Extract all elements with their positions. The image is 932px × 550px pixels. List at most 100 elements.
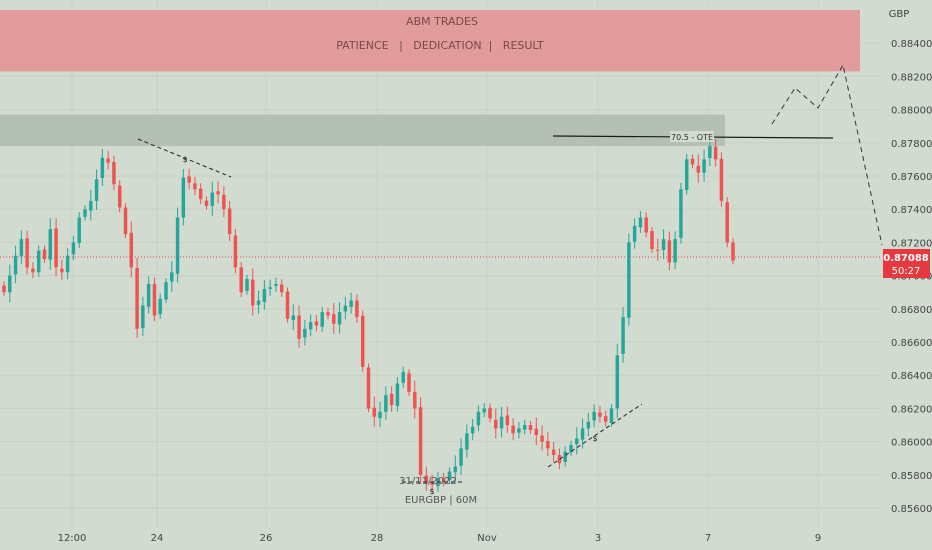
candle-body [337, 312, 342, 325]
candle-body [204, 200, 209, 206]
candle-body [499, 416, 504, 429]
candle-body [158, 298, 162, 315]
candle-body [395, 383, 400, 406]
candle-body [453, 466, 458, 473]
candle-body [83, 209, 87, 217]
candle-body [592, 411, 596, 421]
x-tick-label: 7 [705, 533, 711, 544]
candle-body [216, 191, 220, 195]
candle-body [187, 176, 191, 183]
candle-body [77, 217, 81, 244]
candle-body [517, 428, 521, 433]
candle-body [360, 315, 365, 367]
candle-body [326, 312, 330, 316]
candle-body [8, 275, 12, 293]
symbol-label: EURGBP | 60M [405, 495, 477, 506]
candle-body [175, 217, 180, 274]
candle-body [430, 482, 434, 485]
candle-body [320, 312, 324, 327]
candle-body [233, 235, 238, 268]
candle-body [719, 158, 724, 201]
candle-body [106, 158, 110, 163]
candle-body [13, 255, 18, 275]
candle-body [245, 278, 249, 291]
candle-body [418, 407, 423, 475]
candle-body [297, 315, 301, 339]
candle-body [384, 395, 388, 412]
y-tick-label: 0.88400 [891, 39, 932, 50]
candle-body [227, 208, 232, 235]
candle-body [42, 249, 47, 260]
candle-body [314, 321, 319, 326]
y-tick-label: 0.86600 [891, 338, 932, 349]
candle-body [679, 189, 683, 238]
ote-label-bg [670, 131, 714, 142]
candle-body [609, 408, 614, 424]
candle-body [164, 282, 168, 300]
banner-subtitle: PATIENCE | DEDICATION | RESULT [336, 39, 544, 52]
candle-body [291, 315, 296, 321]
y-tick-label: 0.87800 [891, 139, 932, 150]
candle-body [546, 440, 550, 449]
candle-body [627, 242, 631, 318]
candle-body [285, 291, 290, 319]
current-price-badge [883, 249, 930, 278]
y-tick-label: 0.88200 [891, 72, 932, 83]
candle-body [210, 192, 215, 206]
candles [2, 137, 735, 492]
x-tick-label: 24 [151, 533, 164, 544]
candle-body [540, 435, 544, 442]
candle-body [459, 448, 463, 466]
candle-body [332, 314, 336, 324]
y-tick-label: 0.88000 [891, 106, 932, 117]
ote-label: 70.5 - OTE [671, 133, 713, 142]
candle-body [638, 217, 643, 228]
x-tick-label: 9 [815, 533, 821, 544]
candle-body [575, 438, 579, 445]
candle-body [372, 407, 377, 417]
candle-body [696, 165, 701, 173]
candle-body [256, 300, 261, 305]
candle-body [170, 272, 174, 282]
candle-body [690, 158, 695, 165]
candle-body [407, 373, 411, 392]
banner-title: ABM TRADES [406, 15, 478, 28]
candle-body [667, 240, 672, 263]
candle-body [644, 217, 648, 233]
candle-body [656, 249, 660, 251]
candle-body [505, 415, 510, 426]
candle-body [476, 411, 481, 426]
y-tick-label: 0.87200 [891, 238, 932, 249]
projected-path [771, 63, 883, 246]
candle-body [303, 328, 307, 338]
candle-body [222, 194, 226, 210]
candle-body [65, 255, 70, 273]
candle-body [2, 285, 6, 293]
candle-body [650, 231, 654, 250]
candle-body [522, 425, 527, 430]
x-tick-label: 12:00 [58, 533, 87, 544]
candle-body [470, 426, 475, 434]
grid [0, 0, 882, 528]
candle-body [534, 428, 539, 436]
candle-body [94, 179, 99, 201]
candle-body [31, 268, 35, 273]
candle-body [343, 305, 348, 312]
candle-body [251, 279, 255, 306]
candle-body [100, 157, 105, 178]
candle-body [401, 371, 405, 383]
candle-body [447, 471, 452, 481]
candle-body [551, 449, 556, 455]
candle-body [465, 433, 469, 450]
rising-lows-mark: $ [592, 434, 597, 443]
y-tick-label: 0.86800 [891, 305, 932, 316]
candle-body [239, 267, 243, 293]
candle-body [713, 146, 718, 160]
candle-body [112, 162, 116, 185]
x-tick-label: 3 [595, 533, 601, 544]
candle-body [528, 425, 533, 431]
candle-body [19, 239, 24, 257]
candle-body [60, 268, 64, 273]
